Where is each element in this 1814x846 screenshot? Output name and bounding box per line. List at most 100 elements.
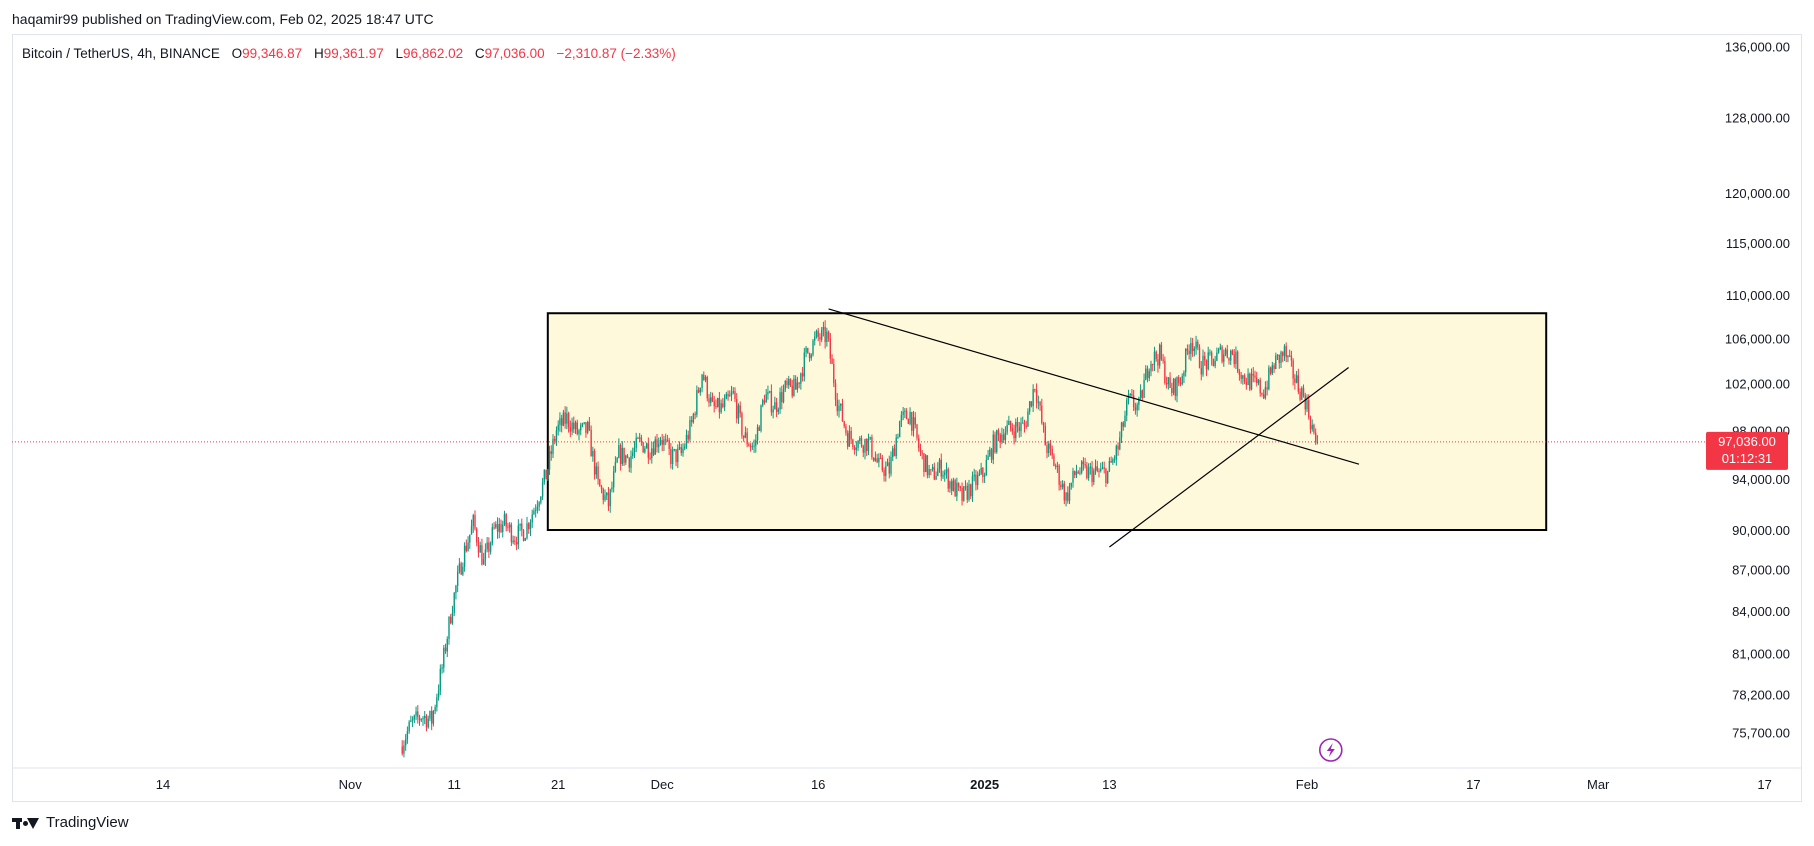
candle — [1174, 377, 1176, 401]
candle-body — [1193, 348, 1196, 352]
candle-body — [1074, 470, 1076, 475]
chart-frame[interactable] — [12, 34, 1802, 802]
candle — [796, 376, 799, 393]
candle — [524, 537, 526, 541]
candle — [950, 478, 953, 496]
candle — [626, 454, 629, 459]
candle-body — [455, 585, 457, 594]
candle — [512, 535, 514, 545]
candle — [430, 706, 433, 731]
candle-body — [489, 543, 492, 552]
candle — [1009, 420, 1012, 432]
candle-body — [1016, 421, 1019, 427]
candle — [1257, 378, 1260, 386]
candle-body — [722, 403, 724, 408]
candle — [718, 391, 721, 419]
candle — [794, 375, 797, 390]
candle — [1113, 455, 1116, 463]
tradingview-logo-icon — [12, 816, 40, 830]
candle-body — [765, 394, 767, 403]
candle-body — [429, 710, 431, 719]
candle-body — [976, 474, 979, 486]
candle-body — [465, 545, 468, 551]
candle — [1202, 349, 1204, 377]
candle-body — [942, 474, 944, 477]
candle-body — [403, 745, 405, 754]
candle-body — [1282, 352, 1284, 356]
candle-body — [869, 437, 871, 439]
candle-body — [602, 489, 604, 501]
price-axis[interactable]: 136,000.00 128,000.00 120,000.00 115,000.00… — [1725, 40, 1790, 741]
candle-body — [966, 486, 968, 500]
candle-body — [1313, 424, 1315, 433]
candle — [616, 456, 618, 464]
candle — [1193, 346, 1196, 357]
candle — [1183, 370, 1185, 384]
candle — [1288, 349, 1291, 357]
candle — [658, 437, 660, 453]
candle — [739, 401, 741, 418]
candle-body — [1249, 373, 1251, 390]
candle-body — [1190, 343, 1192, 355]
candle-body — [486, 542, 488, 550]
candle-body — [1275, 355, 1277, 370]
candle — [531, 509, 533, 528]
candle — [437, 684, 440, 701]
candle — [1167, 377, 1170, 390]
time-axis[interactable]: 14 Nov 11 21 Dec 16 2025 13 Feb 17 Mar 17 — [12, 767, 1802, 792]
candle-body — [1143, 379, 1145, 398]
candle-body — [1106, 470, 1109, 484]
candle-body — [1184, 348, 1187, 373]
candle — [982, 466, 984, 483]
candle-body — [878, 457, 880, 463]
candle-body — [1271, 365, 1274, 374]
candle-body — [1058, 465, 1060, 485]
candle-body — [595, 466, 598, 475]
candle-body — [782, 389, 785, 403]
footer[interactable]: TradingView — [12, 814, 129, 831]
candle — [534, 504, 537, 518]
candle — [554, 435, 556, 445]
candle — [1283, 344, 1286, 361]
candle-body — [803, 352, 806, 377]
candle — [966, 482, 968, 503]
candle-body — [1302, 388, 1305, 396]
candle-body — [871, 437, 873, 458]
candle-body — [855, 447, 858, 450]
candle-body — [645, 443, 648, 449]
lightning-bolt-icon[interactable] — [1319, 738, 1343, 762]
candle — [401, 740, 403, 756]
candle-body — [1216, 352, 1218, 361]
candle — [1091, 460, 1093, 487]
candle-body — [879, 457, 882, 459]
candle-body — [1119, 437, 1121, 450]
candle-body — [437, 690, 440, 698]
candle — [952, 477, 955, 492]
candle — [479, 541, 481, 553]
candle — [623, 447, 625, 466]
candle — [1028, 400, 1031, 415]
candle — [592, 446, 594, 462]
candle — [491, 523, 494, 546]
candle-body — [1290, 355, 1293, 361]
candle-body — [1176, 377, 1178, 396]
candle-body — [642, 442, 644, 453]
event-layer[interactable] — [1319, 738, 1343, 762]
candle — [853, 445, 856, 455]
candle — [1171, 382, 1173, 397]
candle — [477, 536, 480, 558]
candle-body — [919, 448, 922, 453]
candle — [732, 387, 734, 395]
candle-body — [543, 469, 546, 482]
candle-body — [1278, 354, 1280, 364]
candle — [495, 521, 497, 529]
candle-body — [947, 469, 949, 489]
candle — [1016, 417, 1019, 433]
price-tick-label: 75,700.00 — [1732, 726, 1790, 741]
candle — [484, 543, 487, 567]
candle-body — [968, 484, 970, 500]
candle — [1070, 482, 1072, 490]
candle-body — [1188, 350, 1190, 355]
candle-body — [540, 496, 542, 503]
